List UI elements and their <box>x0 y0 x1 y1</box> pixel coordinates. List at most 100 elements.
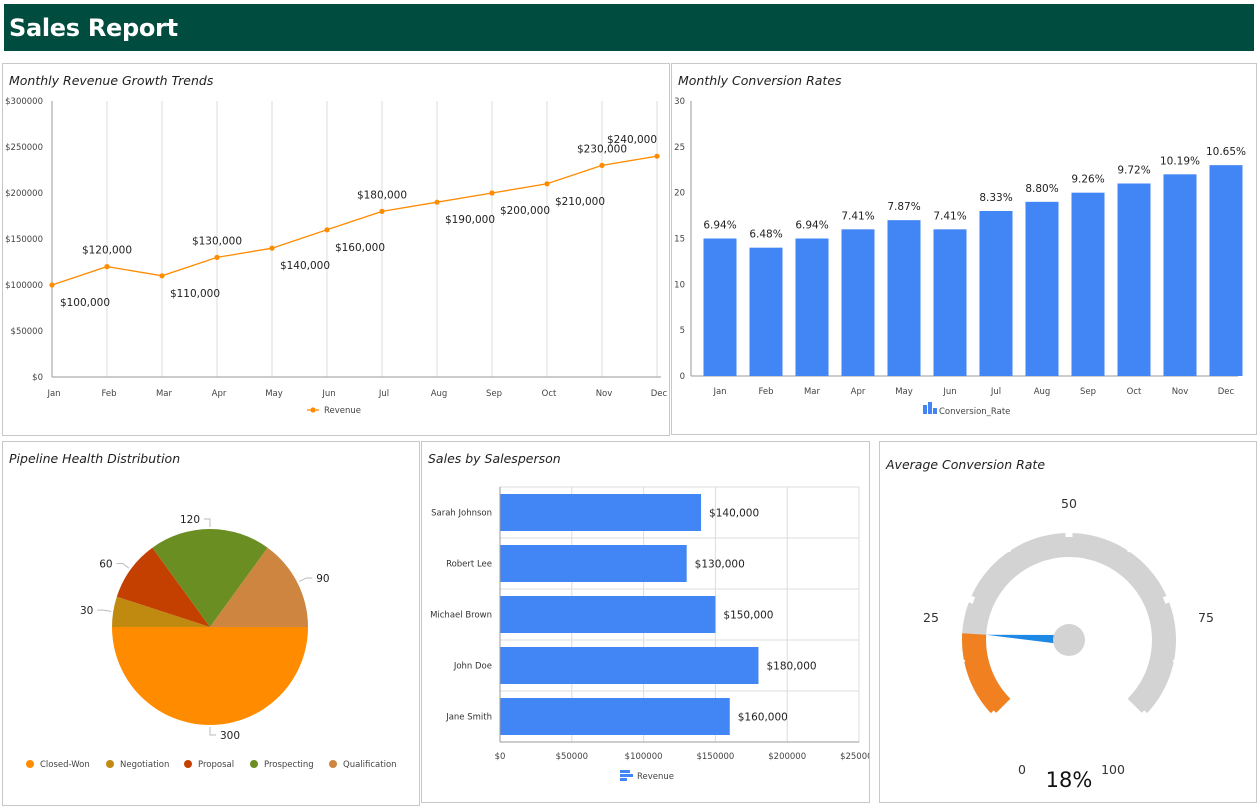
revenue-data-label: $190,000 <box>445 214 495 226</box>
pie-legend-label: Proposal <box>198 760 234 770</box>
revenue-x-tick-label: Mar <box>156 389 173 399</box>
conversion-bar <box>795 238 829 376</box>
revenue-trend-panel: Monthly Revenue Growth Trends $0 $50000 $1… <box>2 63 670 436</box>
conversion-data-label: 7.41% <box>933 210 966 222</box>
conversion-bar <box>1209 165 1243 376</box>
salesperson-x-tick-label: $250000 <box>840 752 870 762</box>
conversion-y-tick-label: 25 <box>674 143 685 153</box>
revenue-data-label: $210,000 <box>555 196 605 208</box>
pie-data-label: 300 <box>220 730 240 742</box>
conversion-x-tick-label: Dec <box>1218 387 1235 397</box>
conversion-data-label: 9.26% <box>1071 174 1104 186</box>
gauge-needle <box>986 634 1070 645</box>
conversion-x-tick-label: Nov <box>1172 387 1189 397</box>
salesperson-data-label: $160,000 <box>738 712 788 724</box>
conversion-data-label: 10.19% <box>1160 155 1200 167</box>
pie-legend-marker <box>250 760 258 768</box>
conversion-data-label: 9.72% <box>1117 165 1150 177</box>
conversion-x-tick-label: Jan <box>712 387 726 397</box>
salesperson-data-label: $180,000 <box>766 661 816 673</box>
salesperson-y-tick-label: Robert Lee <box>446 560 492 570</box>
salesperson-title: Sales by Salesperson <box>428 451 561 466</box>
gauge-tick-label: 50 <box>1061 496 1077 511</box>
revenue-x-tick-label: Jul <box>378 389 389 399</box>
gauge-panel: Average Conversion Rate 0 25 50 75 100 18% <box>879 441 1257 803</box>
conversion-x-tick-label: Mar <box>804 387 821 397</box>
pie-legend-marker <box>26 760 34 768</box>
conversion-rates-panel: Monthly Conversion Rates 0 5 10 15 20 25 30 6.9… <box>671 63 1257 435</box>
revenue-x-tick-label: Sep <box>486 389 502 399</box>
revenue-data-point <box>544 181 550 187</box>
revenue-data-label: $100,000 <box>60 297 110 309</box>
revenue-legend-marker <box>310 407 316 413</box>
conversion-legend-icon <box>933 408 937 414</box>
revenue-data-label: $180,000 <box>357 189 407 201</box>
revenue-x-tick-label: Nov <box>596 389 613 399</box>
salesperson-y-tick-label: John Doe <box>453 662 492 672</box>
salesperson-x-tick-label: $200000 <box>768 752 806 762</box>
revenue-data-point <box>159 273 165 279</box>
pie-legend-marker <box>106 760 114 768</box>
conversion-bar <box>749 247 783 376</box>
pipeline-panel: Pipeline Health Distribution 300 30 60 120 9… <box>2 441 420 806</box>
conversion-rates-title: Monthly Conversion Rates <box>678 73 842 88</box>
revenue-x-tick-label: Oct <box>542 389 557 399</box>
salesperson-x-tick-label: $50000 <box>556 752 588 762</box>
salesperson-data-label: $150,000 <box>723 610 773 622</box>
pie-data-label: 90 <box>316 573 329 585</box>
pie-slice <box>116 547 210 627</box>
pie-data-label: 60 <box>99 559 112 571</box>
revenue-y-tick-label: $50000 <box>11 327 43 337</box>
gauge-tick <box>1162 594 1173 604</box>
pie-slice <box>152 529 268 627</box>
gauge-hub <box>1053 624 1085 656</box>
dashboard-header: Sales Report <box>4 4 1254 51</box>
conversion-bar <box>933 229 967 376</box>
conversion-y-tick-label: 0 <box>680 372 685 382</box>
conversion-data-label: 7.41% <box>841 210 874 222</box>
conversion-bar <box>841 229 875 376</box>
pie-legend-label: Negotiation <box>120 760 169 770</box>
conversion-data-label: 6.48% <box>749 229 782 241</box>
salesperson-data-label: $130,000 <box>695 559 745 571</box>
conversion-data-label: 6.94% <box>703 220 736 232</box>
conversion-data-label: 7.87% <box>887 201 920 213</box>
salesperson-bar <box>500 698 730 735</box>
revenue-line-chart: $0 $50000 $100000 $150000 $200000 $250000 $300… <box>5 97 667 416</box>
conversion-legend-label: Conversion_Rate <box>939 407 1010 417</box>
revenue-x-tick-label: May <box>265 389 283 399</box>
conversion-x-tick-label: May <box>895 387 913 397</box>
salesperson-y-tick-label: Michael Brown <box>430 611 492 621</box>
revenue-data-point <box>214 254 220 260</box>
pie-leader-line <box>204 518 211 527</box>
revenue-y-tick-label: $0 <box>32 373 43 383</box>
gauge-tick-label: 0 <box>1018 762 1026 777</box>
conversion-data-label: 8.33% <box>979 192 1012 204</box>
salesperson-legend-icon <box>620 770 630 773</box>
revenue-data-label: $110,000 <box>170 288 220 300</box>
revenue-y-tick-label: $100000 <box>5 281 43 291</box>
revenue-y-tick-label: $200000 <box>5 189 43 199</box>
revenue-data-label: $120,000 <box>82 245 132 257</box>
salesperson-legend-label: Revenue <box>637 772 674 782</box>
salesperson-bar <box>500 545 687 582</box>
conversion-bar <box>1025 201 1059 376</box>
conversion-legend-icon <box>923 405 927 414</box>
revenue-y-tick-label: $300000 <box>5 97 43 107</box>
gauge-value-label: 18% <box>1046 768 1093 792</box>
gauge-title: Average Conversion Rate <box>886 457 1046 472</box>
gauge-tick-label: 25 <box>923 610 939 625</box>
revenue-trend-title: Monthly Revenue Growth Trends <box>9 73 214 88</box>
revenue-data-label: $230,000 <box>577 143 627 155</box>
pie-data-label: 120 <box>180 514 200 526</box>
revenue-data-label: $140,000 <box>280 260 330 272</box>
conversion-bar <box>1071 192 1105 376</box>
conversion-data-label: 8.80% <box>1025 183 1058 195</box>
conversion-legend-icon <box>928 402 932 414</box>
conversion-x-tick-label: Sep <box>1080 387 1096 397</box>
salesperson-bar <box>500 647 759 684</box>
conversion-bar <box>703 238 737 376</box>
revenue-data-point <box>379 208 385 214</box>
revenue-x-tick-label: Jun <box>321 389 335 399</box>
